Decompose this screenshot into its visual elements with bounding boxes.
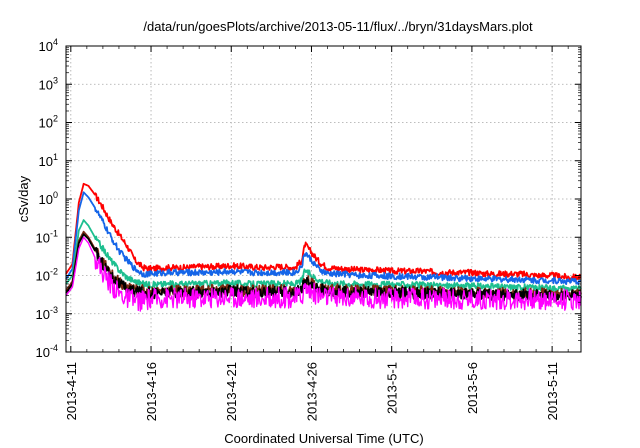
y-tick-label: 10-4 — [36, 343, 58, 360]
x-tick-label: 2013-4-11 — [64, 362, 79, 420]
chart-title: /data/run/goesPlots/archive/2013-05-11/f… — [143, 19, 533, 34]
y-axis-title: cSv/day — [16, 175, 31, 222]
y-tick-label: 10-1 — [36, 228, 58, 245]
y-tick-label: 101 — [39, 152, 58, 169]
x-tick-label: 2013-4-16 — [144, 362, 159, 421]
x-tick-label: 2013-4-26 — [304, 362, 319, 421]
y-tick-label: 100 — [39, 190, 58, 207]
series-line-1 — [65, 191, 582, 286]
y-tick-label: 10-3 — [36, 305, 58, 322]
x-tick-label: 2013-4-21 — [224, 362, 239, 421]
x-tick-label: 2013-5-1 — [385, 362, 400, 414]
series-layer — [65, 182, 582, 312]
y-tick-label: 102 — [39, 114, 58, 131]
y-axis: 10-4 10-3 10-2 10-1 100 101 102 103 104 — [36, 37, 581, 360]
y-tick-label: 103 — [39, 75, 58, 92]
series-line-5 — [65, 236, 582, 312]
x-axis: 2013-4-11 2013-4-16 2013-4-21 2013-4-26 2013… — [64, 46, 569, 421]
series-line-0 — [65, 182, 582, 281]
x-tick-label: 2013-5-6 — [465, 362, 480, 414]
y-tick-label: 10-2 — [36, 267, 58, 284]
y-tick-label: 104 — [39, 37, 58, 54]
x-axis-title: Coordinated Universal Time (UTC) — [224, 431, 423, 446]
x-tick-label: 2013-5-11 — [545, 362, 560, 420]
